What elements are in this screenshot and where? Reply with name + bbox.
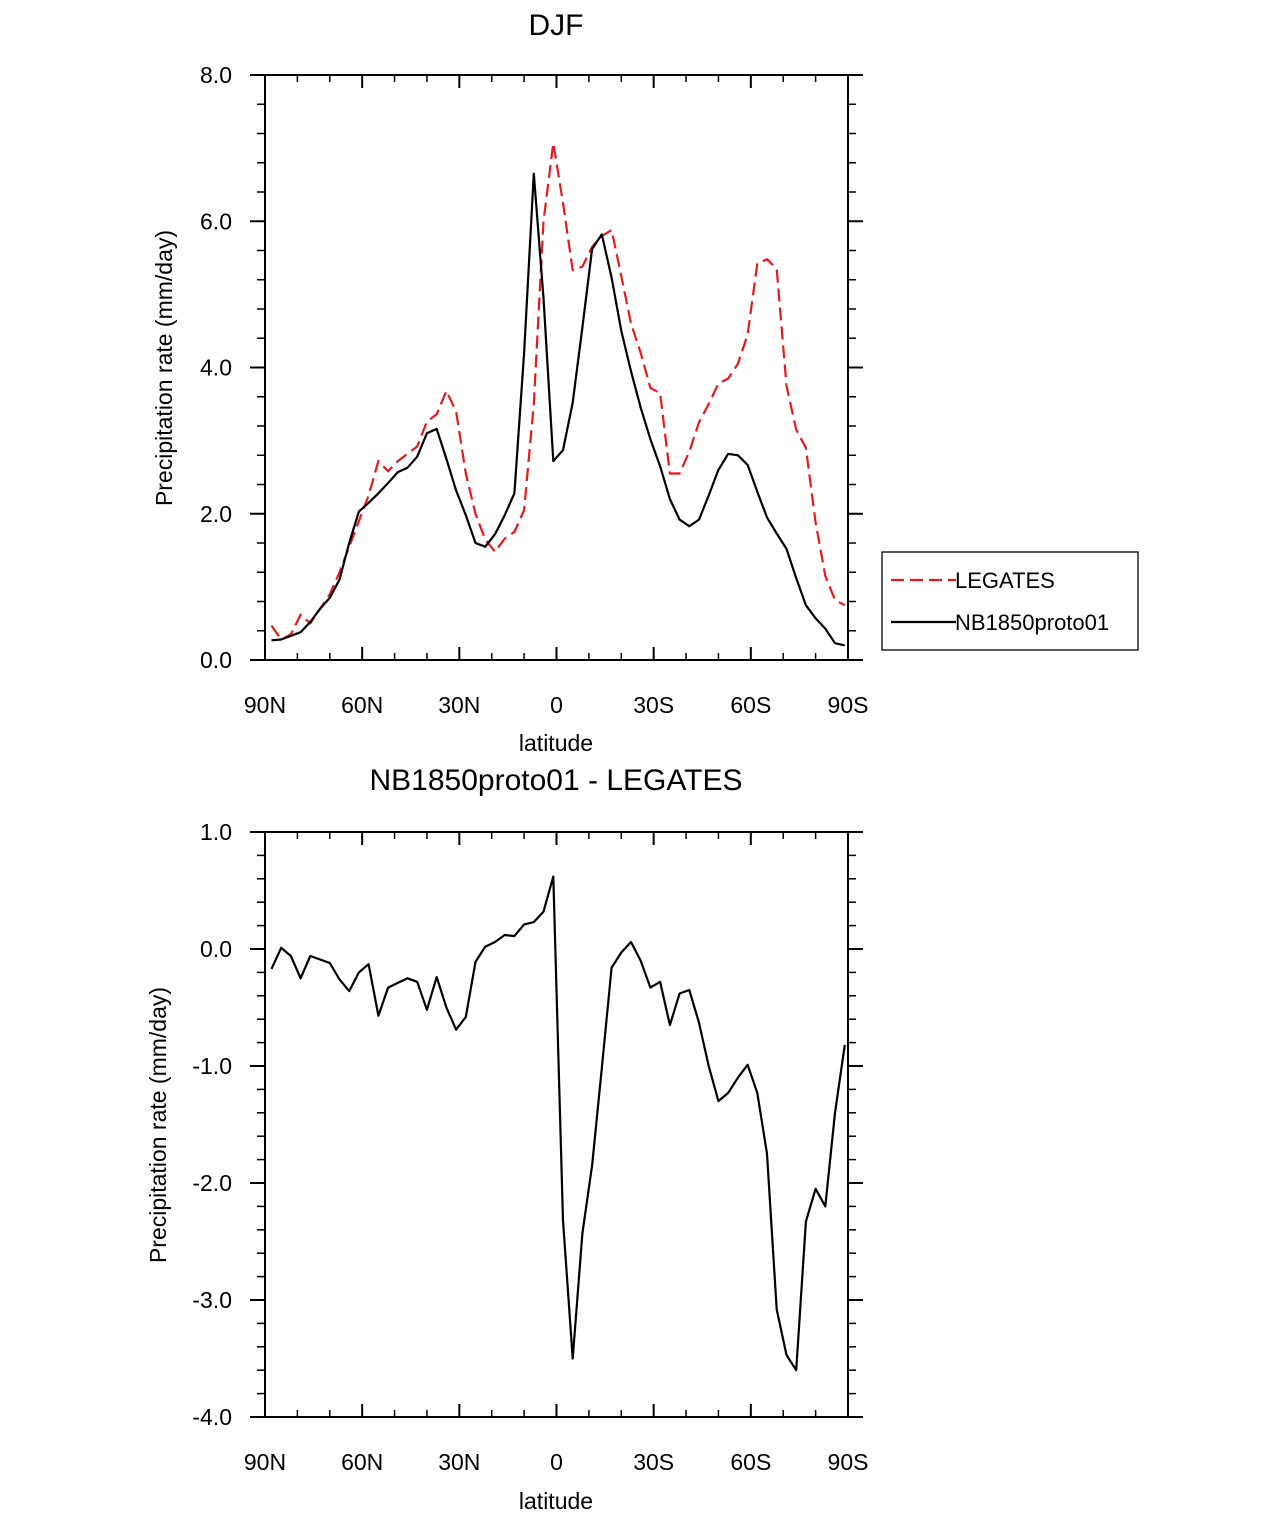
top-series-line-legates <box>270 141 846 641</box>
bottom-x-tick-label: 60S <box>730 1449 771 1475</box>
bottom-chart-x-axis-label: latitude <box>519 1488 593 1514</box>
bottom-x-tick-label: 30S <box>633 1449 674 1475</box>
top-chart-ticks: 90N 60N 30N 0 30S 60S 90S 0.0 2.0 4.0 6.0 8.0 <box>200 62 868 718</box>
top-chart-y-axis-label: Precipitation rate (mm/day) <box>151 230 177 506</box>
top-y-tick-label: 2.0 <box>200 501 232 527</box>
top-y-tick-label: 4.0 <box>200 355 232 381</box>
bottom-x-tick-label: 0 <box>550 1449 563 1475</box>
top-x-tick-label: 60S <box>730 692 771 718</box>
bottom-series-line-nb1850proto01-legates <box>270 875 846 1372</box>
top-chart-title: DJF <box>529 9 584 42</box>
top-chart-plot-frame <box>264 74 849 661</box>
top-x-tick-label: 30N <box>438 692 480 718</box>
bottom-chart-lines <box>270 875 846 1372</box>
bottom-y-tick-label: 1.0 <box>200 819 232 845</box>
top-y-tick-label: 0.0 <box>200 647 232 673</box>
top-chart-lines <box>270 141 846 647</box>
legend: LEGATES NB1850proto01 <box>881 551 1139 651</box>
top-x-tick-label: 30S <box>633 692 674 718</box>
bottom-y-tick-label: -2.0 <box>192 1170 232 1196</box>
bottom-chart-plot-frame <box>264 831 849 1418</box>
bottom-chart-panel: NB1850proto01 - LEGATES 90N 60N 30N 0 30S 60S… <box>145 764 868 1514</box>
bottom-y-tick-label: 0.0 <box>200 936 232 962</box>
bottom-x-tick-label: 90S <box>828 1449 869 1475</box>
bottom-x-tick-label: 60N <box>341 1449 383 1475</box>
top-x-tick-label: 60N <box>341 692 383 718</box>
legend-label-nb1850proto01: NB1850proto01 <box>955 610 1109 635</box>
top-chart-x-axis-label: latitude <box>519 730 593 756</box>
legend-label-legates: LEGATES <box>955 568 1055 593</box>
top-series-line-nb1850proto01 <box>271 172 846 647</box>
top-x-tick-label: 0 <box>550 692 563 718</box>
top-x-tick-label: 90S <box>828 692 869 718</box>
bottom-x-tick-label: 30N <box>438 1449 480 1475</box>
top-y-tick-label: 8.0 <box>200 62 232 88</box>
bottom-y-tick-label: -4.0 <box>192 1404 232 1430</box>
bottom-x-tick-label: 90N <box>244 1449 286 1475</box>
bottom-chart-title: NB1850proto01 - LEGATES <box>370 764 743 797</box>
top-chart-panel: DJF 90N 60N 30N 0 30S 60S 90S 0.0 2.0 4.0 6.0 8.0 P… <box>151 9 1139 756</box>
bottom-y-tick-label: -1.0 <box>192 1053 232 1079</box>
top-x-tick-label: 90N <box>244 692 286 718</box>
legend-box <box>881 551 1139 651</box>
bottom-chart-ticks: 90N 60N 30N 0 30S 60S 90S -4.0 -3.0 -2.0 -1.0 0.0 1.… <box>192 819 868 1475</box>
bottom-y-tick-label: -3.0 <box>192 1287 232 1313</box>
top-y-tick-label: 6.0 <box>200 208 232 234</box>
bottom-chart-y-axis-label: Precipitation rate (mm/day) <box>145 987 171 1263</box>
